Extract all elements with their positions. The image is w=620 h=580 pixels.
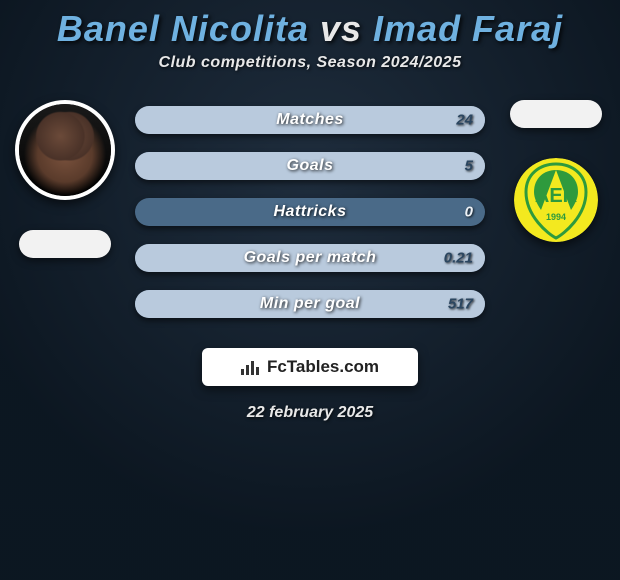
- stat-value-right: 24: [456, 112, 473, 129]
- stat-label: Goals: [287, 157, 334, 175]
- crest-svg: AEK 1994: [514, 158, 598, 242]
- stat-row: Goals per match 0.21: [135, 244, 485, 272]
- fctables-badge[interactable]: FcTables.com: [202, 348, 418, 386]
- stat-label: Goals per match: [244, 249, 377, 267]
- footer-date: 22 february 2025: [0, 404, 620, 422]
- stat-value-right: 5: [465, 158, 473, 175]
- stat-row: Min per goal 517: [135, 290, 485, 318]
- player2-flag: [510, 100, 602, 128]
- stat-value-right: 0.21: [444, 250, 473, 267]
- player1-flag: [19, 230, 111, 258]
- subtitle: Club competitions, Season 2024/2025: [0, 54, 620, 72]
- player1-photo: [19, 104, 111, 196]
- stats-column: Matches 24 Goals 5 Hattricks 0 Goals per match…: [135, 106, 485, 318]
- crest-text: AEK: [534, 185, 577, 207]
- player2-crest: AEK 1994: [514, 158, 598, 242]
- bar-chart-icon: [241, 359, 261, 375]
- player1-avatar: [15, 100, 115, 200]
- stat-row: Goals 5: [135, 152, 485, 180]
- stat-label: Hattricks: [274, 203, 347, 221]
- crest-year: 1994: [545, 212, 565, 222]
- title-player2: Imad Faraj: [373, 8, 563, 49]
- stat-value-right: 517: [448, 296, 473, 313]
- stat-label: Min per goal: [260, 295, 360, 313]
- stat-label: Matches: [276, 111, 344, 129]
- page-title: Banel Nicolita vs Imad Faraj: [0, 8, 620, 50]
- title-vs: vs: [320, 8, 362, 49]
- right-player-column: AEK 1994: [497, 100, 614, 242]
- left-player-column: [6, 100, 123, 258]
- stat-row: Matches 24: [135, 106, 485, 134]
- stat-value-right: 0: [465, 204, 473, 221]
- fctables-label: FcTables.com: [267, 357, 379, 377]
- stat-row: Hattricks 0: [135, 198, 485, 226]
- title-player1: Banel Nicolita: [57, 8, 309, 49]
